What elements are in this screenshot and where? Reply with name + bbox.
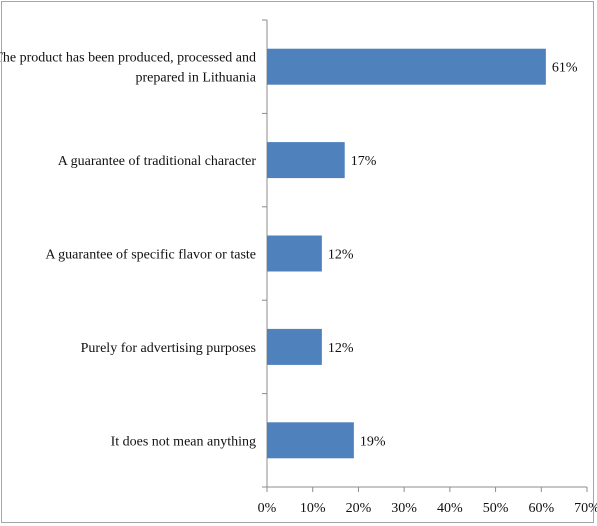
- data-label: 61%: [552, 61, 578, 76]
- bar: [267, 142, 345, 179]
- data-label: 12%: [328, 341, 354, 356]
- data-label: 12%: [328, 248, 354, 263]
- category-label: A guarantee of specific flavor or taste: [45, 248, 256, 263]
- bar: [267, 48, 546, 85]
- category-label: A guarantee of traditional character: [58, 154, 257, 169]
- x-tick-label: 50%: [483, 501, 509, 516]
- bar: [267, 235, 322, 272]
- category-label: It does not mean anything: [111, 434, 256, 449]
- bar: [267, 422, 354, 459]
- x-tick-label: 0%: [258, 501, 277, 516]
- category-label: Purely for advertising purposes: [81, 341, 256, 356]
- x-tick-label: 20%: [346, 501, 372, 516]
- x-tick-label: 10%: [300, 501, 326, 516]
- x-tick-label: 30%: [391, 501, 417, 516]
- x-tick-label: 40%: [437, 501, 463, 516]
- category-label: The product has been produced, processed…: [0, 51, 256, 66]
- data-label: 19%: [360, 434, 386, 449]
- category-label: prepared in Lithuania: [135, 71, 256, 86]
- x-tick-label: 60%: [528, 501, 554, 516]
- x-tick-label: 70%: [574, 501, 597, 516]
- bar: [267, 328, 322, 365]
- data-label: 17%: [351, 154, 377, 169]
